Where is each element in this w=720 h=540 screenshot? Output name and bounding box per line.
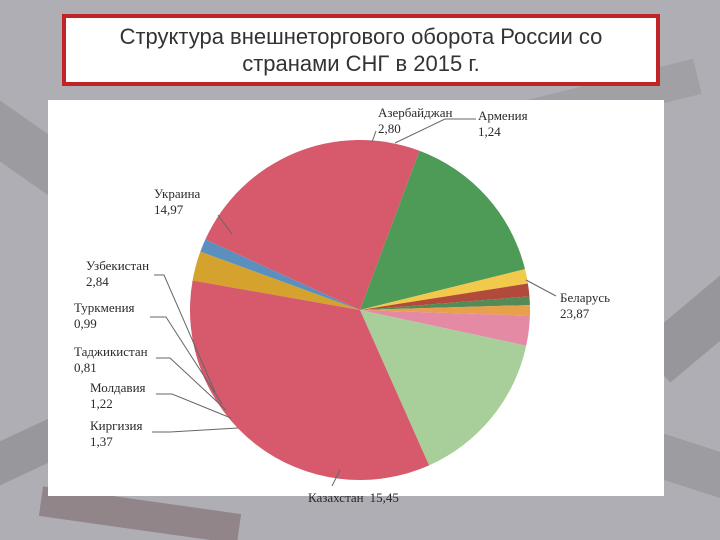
pie-label: Киргизия1,37 (90, 418, 143, 450)
label-name: Молдавия (90, 380, 146, 396)
label-value: 1,37 (90, 434, 143, 450)
label-value: 0,81 (74, 360, 148, 376)
label-name: Казахстан (308, 490, 364, 505)
label-name: Туркмения (74, 300, 135, 316)
label-value: 0,99 (74, 316, 135, 332)
label-name: Беларусь (560, 290, 610, 306)
pie-label: Азербайджан2,80 (378, 105, 452, 137)
label-value: 14,97 (154, 202, 200, 218)
label-name: Узбекистан (86, 258, 149, 274)
label-name: Азербайджан (378, 105, 452, 121)
label-value: 1,22 (90, 396, 146, 412)
label-name: Таджикистан (74, 344, 148, 360)
pie-label: Украина14,97 (154, 186, 200, 218)
pie-label: Молдавия1,22 (90, 380, 146, 412)
label-value: 15,45 (370, 490, 399, 505)
label-name: Киргизия (90, 418, 143, 434)
label-name: Армения (478, 108, 528, 124)
pie-label: Беларусь23,87 (560, 290, 610, 322)
label-value: 1,24 (478, 124, 528, 140)
label-name: Украина (154, 186, 200, 202)
label-value: 2,80 (378, 121, 452, 137)
label-value: 2,84 (86, 274, 149, 290)
pie-label: Узбекистан2,84 (86, 258, 149, 290)
pie-label: Казахстан 15,45 (308, 490, 399, 506)
label-value: 23,87 (560, 306, 610, 322)
slide: Структура внешнеторгового оборота России… (0, 0, 720, 540)
pie-label: Туркмения0,99 (74, 300, 135, 332)
pie-label: Армения1,24 (478, 108, 528, 140)
pie-label: Таджикистан0,81 (74, 344, 148, 376)
